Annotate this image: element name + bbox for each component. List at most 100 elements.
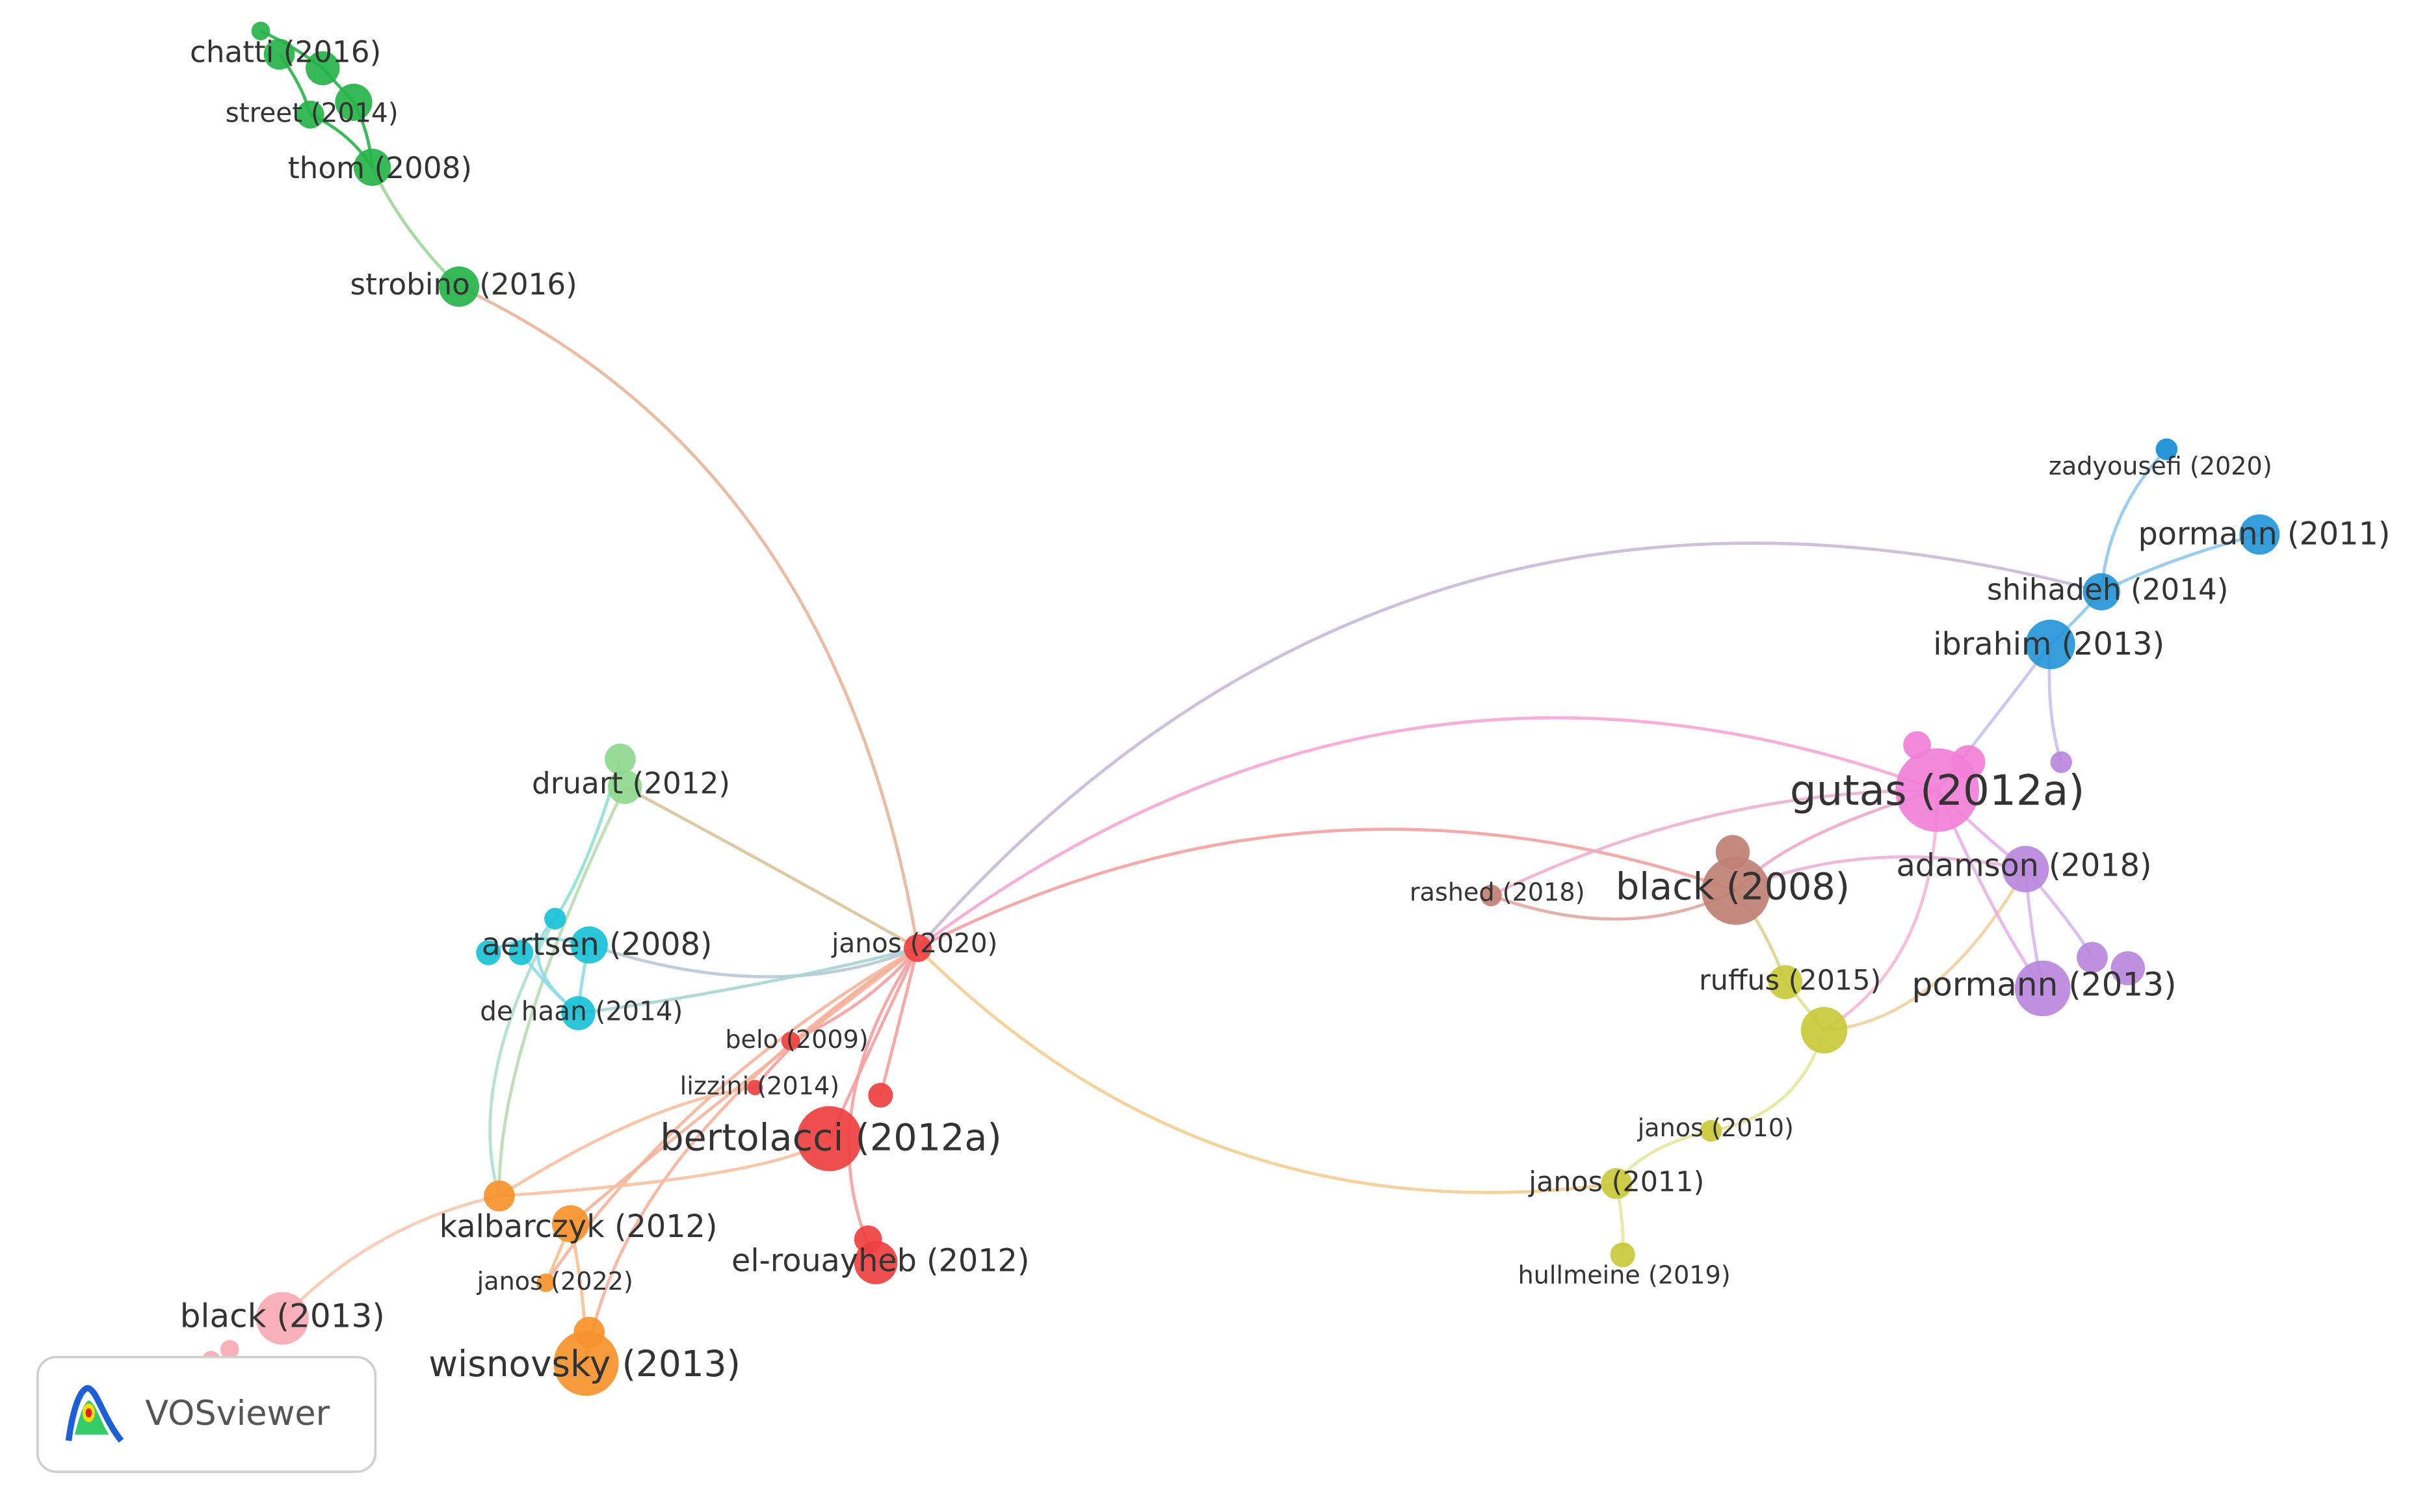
node xyxy=(476,940,501,965)
edge xyxy=(624,785,919,950)
node-label: black (2008) xyxy=(1616,866,1850,909)
node xyxy=(1480,884,1502,907)
node xyxy=(868,1082,893,1108)
edge xyxy=(1824,868,2027,1032)
node-label: janos (2020) xyxy=(831,928,997,959)
node xyxy=(2239,514,2280,555)
edge xyxy=(917,716,1938,950)
edge xyxy=(1735,855,2026,893)
node-label: rashed (2018) xyxy=(1410,878,1585,907)
node xyxy=(1702,856,1770,925)
node xyxy=(335,83,373,121)
edges xyxy=(259,29,2260,1364)
node-label: de haan (2014) xyxy=(480,996,683,1027)
node-label: druart (2012) xyxy=(532,766,730,800)
node-label: black (2013) xyxy=(180,1297,385,1335)
logo-icon xyxy=(65,1385,124,1443)
node xyxy=(854,1240,898,1284)
node xyxy=(439,266,480,307)
node-label: shihadeh (2014) xyxy=(1987,572,2228,606)
edge xyxy=(1490,789,1938,897)
node xyxy=(781,1032,800,1050)
node xyxy=(2077,941,2108,973)
edge xyxy=(916,541,2102,950)
edge xyxy=(1823,790,1939,1032)
labels: chatti (2016) street (2014) thom (2008) str… xyxy=(180,34,2391,1385)
node xyxy=(484,1180,515,1212)
node-label: ruffus (2015) xyxy=(1699,964,1881,997)
node xyxy=(2083,573,2120,610)
node xyxy=(508,940,534,965)
edge xyxy=(498,1086,756,1197)
edge xyxy=(588,943,919,979)
node xyxy=(353,148,391,186)
node-label: janos (2010) xyxy=(1637,1114,1794,1142)
node-label: aertsen (2008) xyxy=(482,927,713,963)
node xyxy=(605,743,636,775)
node xyxy=(2014,960,2071,1017)
node-label: el-rouayheb (2012) xyxy=(731,1243,1029,1279)
vosviewer-logo: VOSviewer xyxy=(36,1355,377,1473)
edge xyxy=(281,1194,500,1320)
node-label: hullmeine (2019) xyxy=(1518,1260,1731,1289)
node xyxy=(1800,1007,1848,1054)
node-label: strobino (2016) xyxy=(350,267,577,302)
node-label: bertolacci (2012a) xyxy=(660,1117,1001,1160)
edge xyxy=(916,946,1617,1194)
node xyxy=(570,926,608,964)
edge xyxy=(488,918,557,1197)
node xyxy=(2155,438,2177,460)
node xyxy=(251,21,270,40)
edge xyxy=(458,285,919,948)
node xyxy=(220,1340,239,1359)
node-label: lizzini (2014) xyxy=(680,1072,839,1101)
node-label: pormann (2013) xyxy=(1912,966,2176,1004)
node xyxy=(561,996,596,1030)
node xyxy=(796,1106,862,1171)
node xyxy=(1895,748,1979,832)
logo-box xyxy=(36,1355,377,1473)
node xyxy=(2050,751,2072,774)
node xyxy=(2002,846,2049,893)
edge xyxy=(2101,532,2260,593)
node xyxy=(553,1331,619,1396)
node xyxy=(544,907,566,930)
node xyxy=(263,38,295,70)
node-label: adamson (2018) xyxy=(1897,848,2152,884)
node-label: wisnovsky (2013) xyxy=(428,1343,741,1385)
node xyxy=(296,100,324,129)
node-label: gutas (2012a) xyxy=(1790,766,2085,815)
node xyxy=(1768,965,1803,1000)
node-label: janos (2022) xyxy=(477,1267,633,1296)
node xyxy=(306,51,340,86)
edge xyxy=(847,947,919,1264)
node-label: belo (2009) xyxy=(725,1025,868,1054)
node-label: thom (2008) xyxy=(288,151,472,185)
logo-text: VOSviewer xyxy=(145,1394,330,1433)
node xyxy=(747,1080,763,1095)
edge xyxy=(585,946,919,1364)
nodes xyxy=(202,21,2280,1396)
node xyxy=(1610,1242,1635,1268)
node-label: ibrahim (2013) xyxy=(1933,627,2164,662)
node xyxy=(607,770,642,804)
node-label: chatti (2016) xyxy=(190,34,381,69)
node xyxy=(904,934,932,962)
edge xyxy=(2099,448,2168,592)
edge xyxy=(917,828,1737,950)
node xyxy=(1601,1167,1633,1199)
node xyxy=(256,1292,309,1345)
edge xyxy=(570,946,919,1225)
node-label: janos (2011) xyxy=(1528,1166,1704,1198)
node xyxy=(552,1205,590,1243)
node-label: street (2014) xyxy=(226,97,399,128)
node xyxy=(536,1273,555,1292)
edge xyxy=(497,786,627,1196)
node xyxy=(1700,1120,1722,1142)
node xyxy=(2025,619,2075,670)
node xyxy=(2110,951,2145,985)
node-label: zadyousefi (2020) xyxy=(2049,452,2272,480)
node-label: kalbarczyk (2012) xyxy=(440,1209,718,1245)
node-label: pormann (2011) xyxy=(2138,517,2391,553)
